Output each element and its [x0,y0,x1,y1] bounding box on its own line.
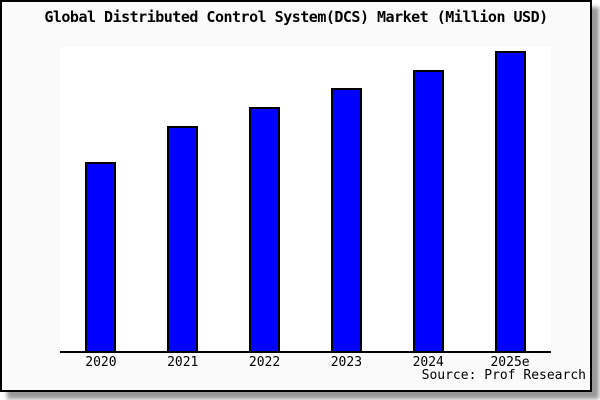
source-credit: Source: Prof Research [421,368,586,383]
plot-area [60,47,551,353]
bar-2020 [85,162,117,351]
x-tick-label-2021: 2021 [167,355,199,370]
x-tick-label-2024: 2024 [412,355,444,370]
x-tick-label-2022: 2022 [248,355,281,370]
x-axis-ticks: 2020 2021 2022 2023 2024 2025e [60,355,551,370]
x-tick-label-2023: 2023 [330,355,363,370]
bar-slot-2024 [387,47,469,351]
bar-2023 [330,88,362,351]
chart-frame: Global Distributed Control System(DCS) M… [0,0,592,392]
x-tick-label-2025e: 2025e [490,355,530,370]
bar-slot-2020 [60,47,142,351]
bar-slot-2021 [142,47,224,351]
bar-2021 [167,126,199,351]
bar-2024 [412,70,444,351]
bar-slot-2023 [305,47,387,351]
chart-title: Global Distributed Control System(DCS) M… [44,8,548,26]
bar-2025e [494,51,526,351]
bar-2022 [249,107,281,351]
bar-slot-2025e [469,47,551,351]
x-tick-label-2020: 2020 [85,355,117,370]
bar-slot-2022 [224,47,306,351]
